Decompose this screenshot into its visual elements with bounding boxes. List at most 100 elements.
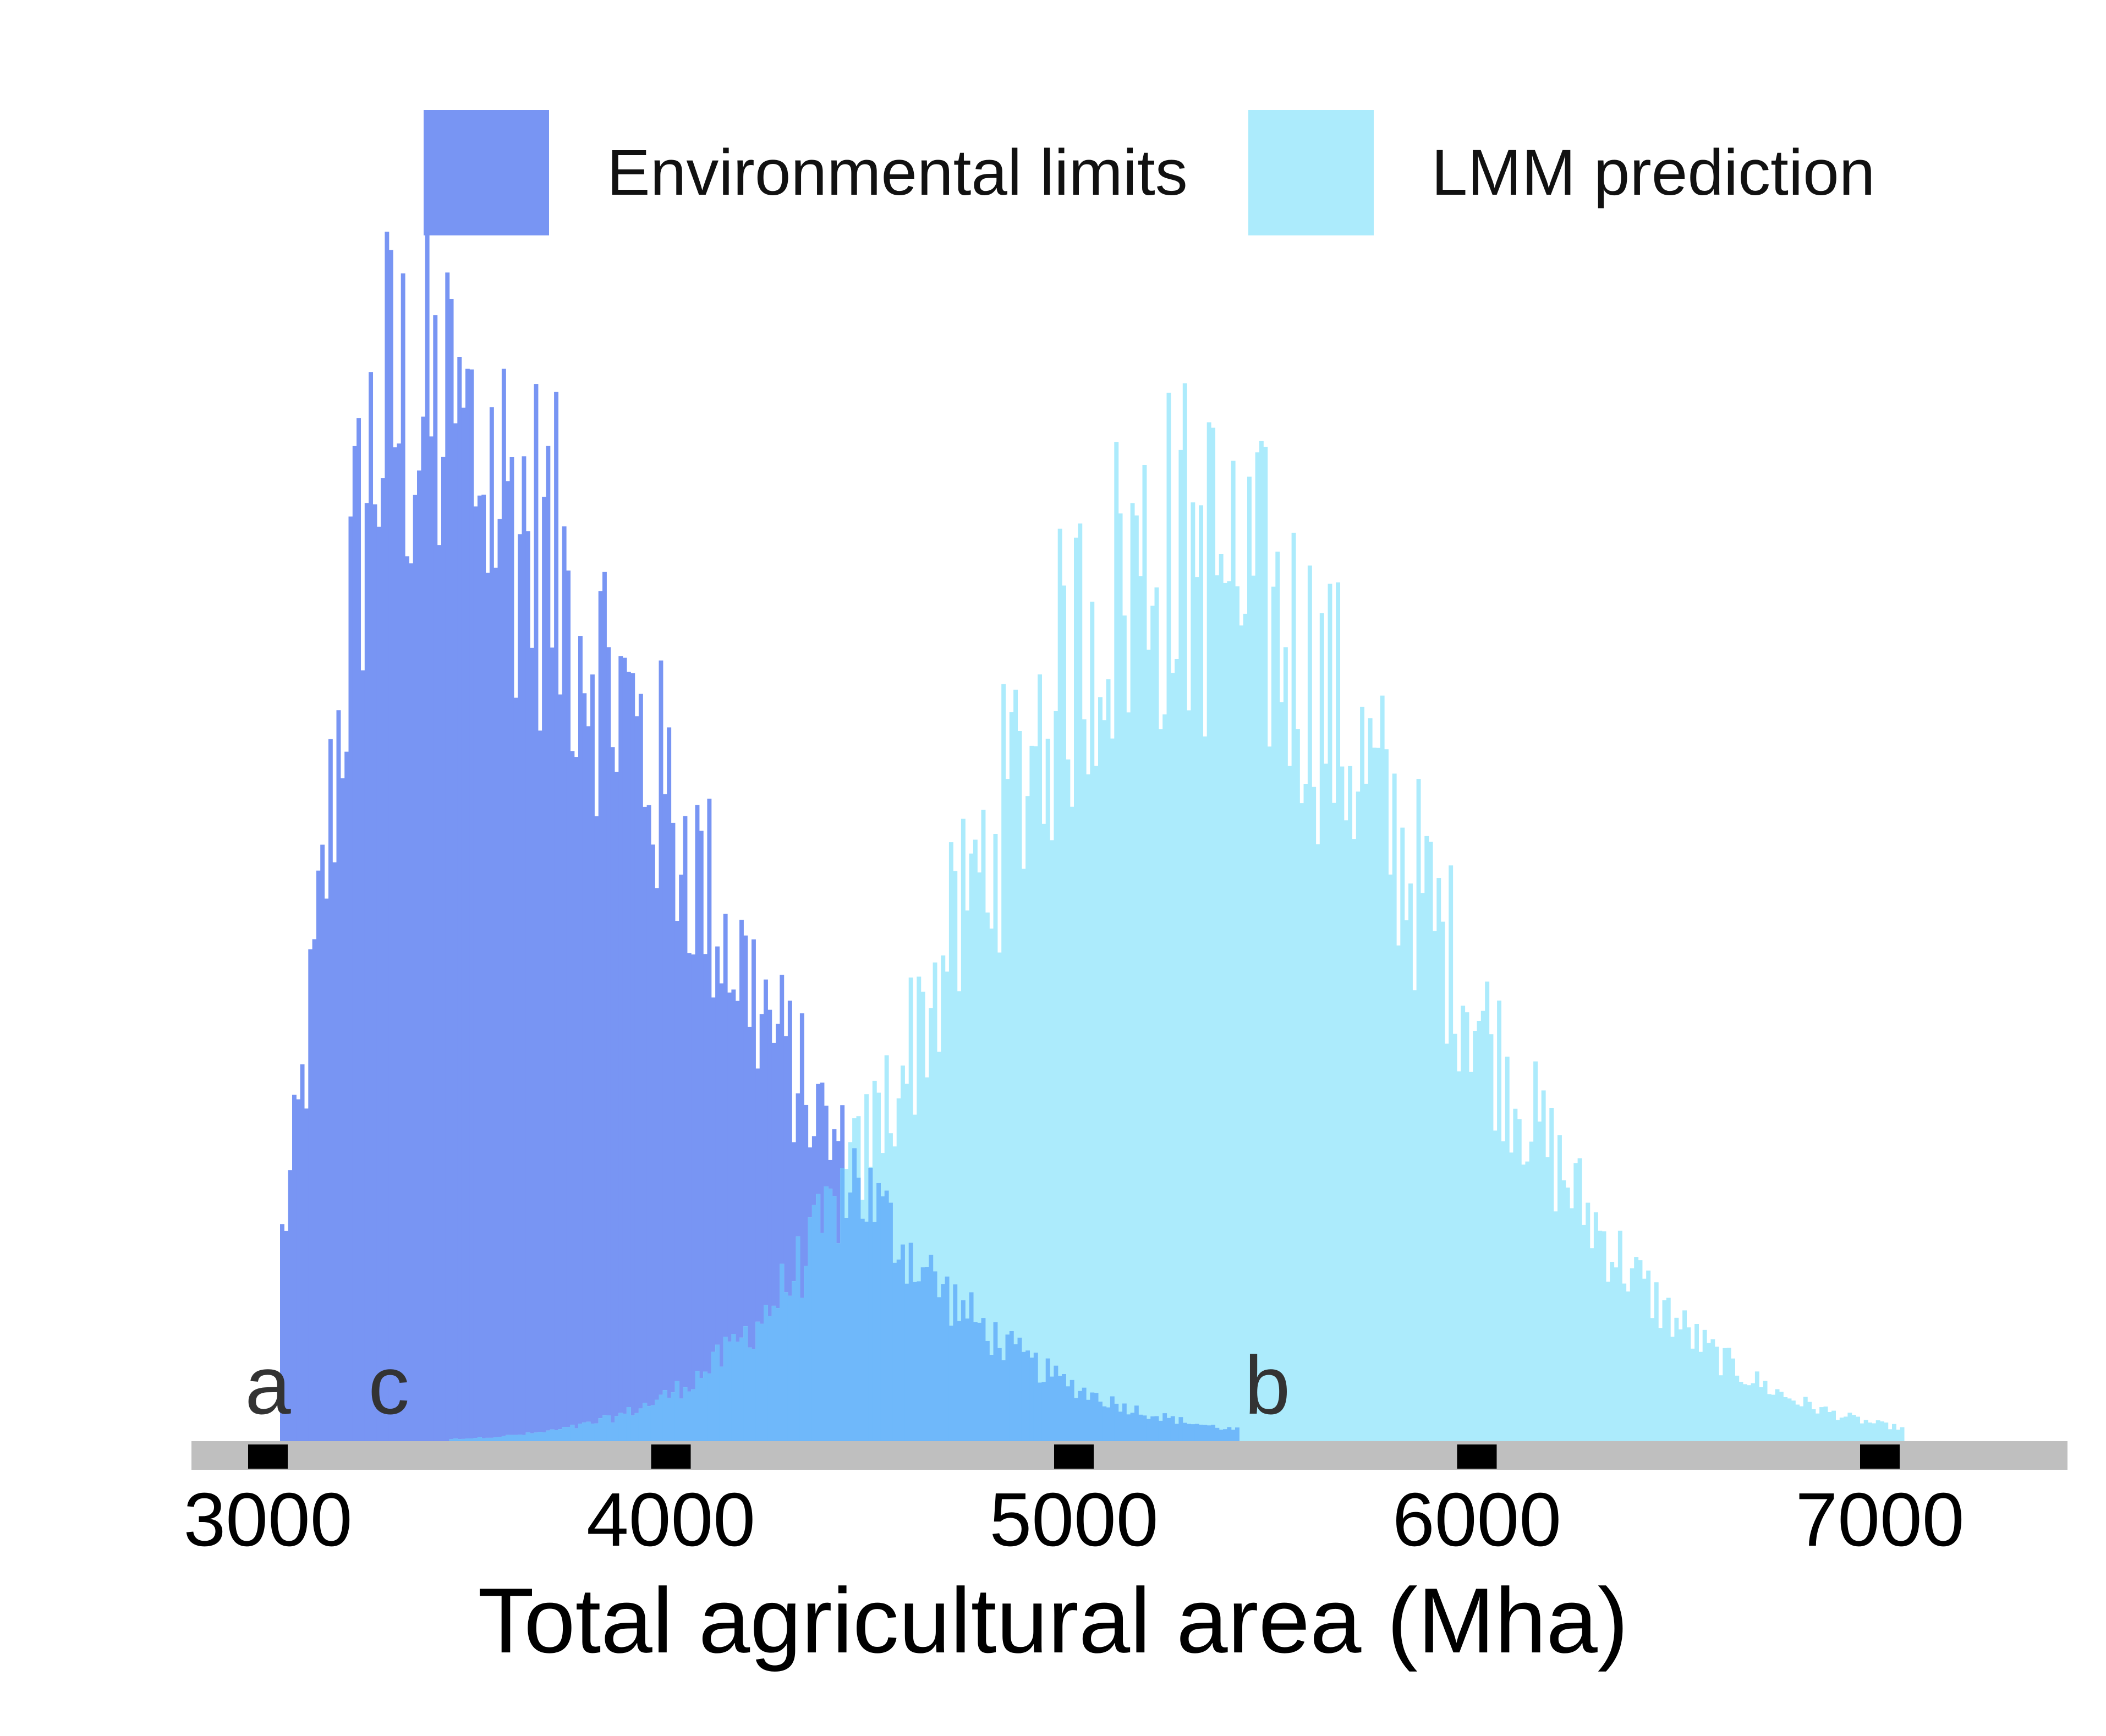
env-bar-119 xyxy=(747,1026,752,1441)
x-tick-label-5000: 5000 xyxy=(990,1477,1159,1562)
lmm-bar-352 xyxy=(1686,1327,1691,1441)
overlap-bar-50 xyxy=(469,1438,474,1441)
env-bar-123 xyxy=(764,979,768,1441)
lmm-bar-331 xyxy=(1602,1231,1606,1441)
x-tick-mark-4000 xyxy=(651,1444,691,1469)
overlap-bar-75 xyxy=(570,1425,575,1441)
lmm-bar-220 xyxy=(1154,587,1159,1441)
overlap-bar-102 xyxy=(679,1398,684,1441)
overlap-bar-214 xyxy=(1130,1413,1135,1441)
overlap-bar-74 xyxy=(566,1427,571,1441)
lmm-bar-317 xyxy=(1545,1157,1550,1441)
overlap-bar-193 xyxy=(1045,1358,1050,1441)
env-bar-9 xyxy=(304,1108,309,1441)
lmm-bar-257 xyxy=(1303,784,1308,1441)
lmm-bar-191 xyxy=(1038,674,1043,1441)
overlap-bar-194 xyxy=(1050,1376,1055,1441)
lmm-bar-177 xyxy=(981,810,986,1441)
lmm-bar-264 xyxy=(1331,803,1336,1441)
lmm-bar-287 xyxy=(1424,836,1429,1441)
lmm-bar-349 xyxy=(1674,1317,1679,1441)
overlap-bar-89 xyxy=(626,1407,631,1441)
overlap-bar-177 xyxy=(981,1318,986,1441)
lmm-bar-285 xyxy=(1416,779,1421,1441)
lmm-bar-212 xyxy=(1122,615,1127,1441)
env-bar-102 xyxy=(679,875,684,1441)
lmm-bar-204 xyxy=(1090,601,1095,1441)
overlap-bar-122 xyxy=(759,1323,764,1441)
lmm-bar-306 xyxy=(1501,1141,1506,1441)
env-bar-127 xyxy=(780,975,785,1441)
lmm-bar-247 xyxy=(1263,447,1268,1441)
env-bar-7 xyxy=(296,1099,301,1441)
overlap-bar-118 xyxy=(743,1326,748,1441)
lmm-bar-184 xyxy=(1009,712,1014,1441)
overlap-bar-138 xyxy=(824,1186,829,1441)
lmm-bar-351 xyxy=(1682,1310,1687,1441)
overlap-bar-170 xyxy=(953,1284,958,1441)
lmm-bar-211 xyxy=(1118,513,1123,1441)
lmm-bar-174 xyxy=(969,853,974,1441)
overlap-bar-173 xyxy=(965,1319,970,1441)
overlap-bar-130 xyxy=(792,1281,797,1441)
lmm-bar-304 xyxy=(1493,1130,1498,1441)
lmm-bar-278 xyxy=(1388,874,1393,1441)
x-tick-label-6000: 6000 xyxy=(1392,1477,1561,1562)
lmm-bar-400 xyxy=(1880,1421,1884,1441)
x-axis-line xyxy=(191,1441,2067,1470)
env-bar-52 xyxy=(477,495,482,1441)
overlap-bar-147 xyxy=(860,1218,865,1441)
lmm-bar-338 xyxy=(1630,1268,1635,1441)
lmm-bar-326 xyxy=(1582,1224,1586,1441)
overlap-bar-227 xyxy=(1182,1422,1187,1441)
overlap-bar-178 xyxy=(985,1341,990,1441)
lmm-bar-380 xyxy=(1799,1406,1804,1441)
lmm-bar-342 xyxy=(1646,1270,1651,1441)
env-bar-47 xyxy=(457,357,462,1441)
overlap-bar-218 xyxy=(1146,1419,1151,1441)
overlap-bar-195 xyxy=(1054,1365,1059,1441)
overlap-bar-116 xyxy=(735,1342,740,1441)
lmm-bar-268 xyxy=(1348,766,1353,1441)
env-bar-65 xyxy=(530,647,535,1441)
lmm-bar-273 xyxy=(1368,718,1373,1441)
lmm-bar-214 xyxy=(1130,503,1135,1441)
overlap-bar-124 xyxy=(767,1316,772,1441)
lmm-bar-325 xyxy=(1577,1158,1582,1441)
env-bar-72 xyxy=(558,694,563,1441)
env-bar-39 xyxy=(425,215,430,1442)
lmm-bar-295 xyxy=(1456,1071,1461,1441)
overlap-bar-223 xyxy=(1166,1418,1171,1441)
lmm-bar-274 xyxy=(1372,748,1377,1441)
overlap-bar-207 xyxy=(1102,1406,1107,1441)
lmm-bar-377 xyxy=(1787,1398,1792,1441)
env-bar-66 xyxy=(534,384,539,1441)
env-bar-29 xyxy=(385,232,390,1442)
lmm-bar-341 xyxy=(1642,1278,1647,1441)
overlap-bar-182 xyxy=(1001,1360,1006,1441)
lmm-bar-283 xyxy=(1408,883,1413,1441)
x-tick-label-7000: 7000 xyxy=(1796,1477,1965,1562)
overlap-bar-52 xyxy=(477,1437,482,1441)
x-axis: 3000 4000 5000 6000 7000 xyxy=(184,1441,2067,1562)
env-bar-87 xyxy=(618,656,623,1441)
legend-swatch-environmental-limits xyxy=(424,110,549,235)
lmm-bar-210 xyxy=(1114,442,1119,1441)
lmm-bar-315 xyxy=(1537,1121,1542,1441)
overlap-bar-159 xyxy=(908,1243,913,1441)
lmm-bar-175 xyxy=(973,839,978,1441)
overlap-bar-57 xyxy=(497,1437,502,1441)
env-bar-126 xyxy=(776,1024,780,1441)
env-bar-115 xyxy=(731,989,736,1441)
overlap-bar-143 xyxy=(844,1218,849,1441)
overlap-bar-58 xyxy=(501,1436,506,1441)
overlap-bar-110 xyxy=(711,1352,716,1441)
lmm-bar-223 xyxy=(1166,392,1171,1441)
lmm-bar-379 xyxy=(1795,1404,1800,1441)
overlap-bar-236 xyxy=(1219,1430,1224,1441)
overlap-bar-206 xyxy=(1098,1402,1103,1441)
lmm-bar-277 xyxy=(1384,749,1389,1441)
lmm-bar-179 xyxy=(989,929,994,1441)
lmm-bar-405 xyxy=(1900,1427,1905,1441)
lmm-bar-183 xyxy=(1005,779,1010,1441)
